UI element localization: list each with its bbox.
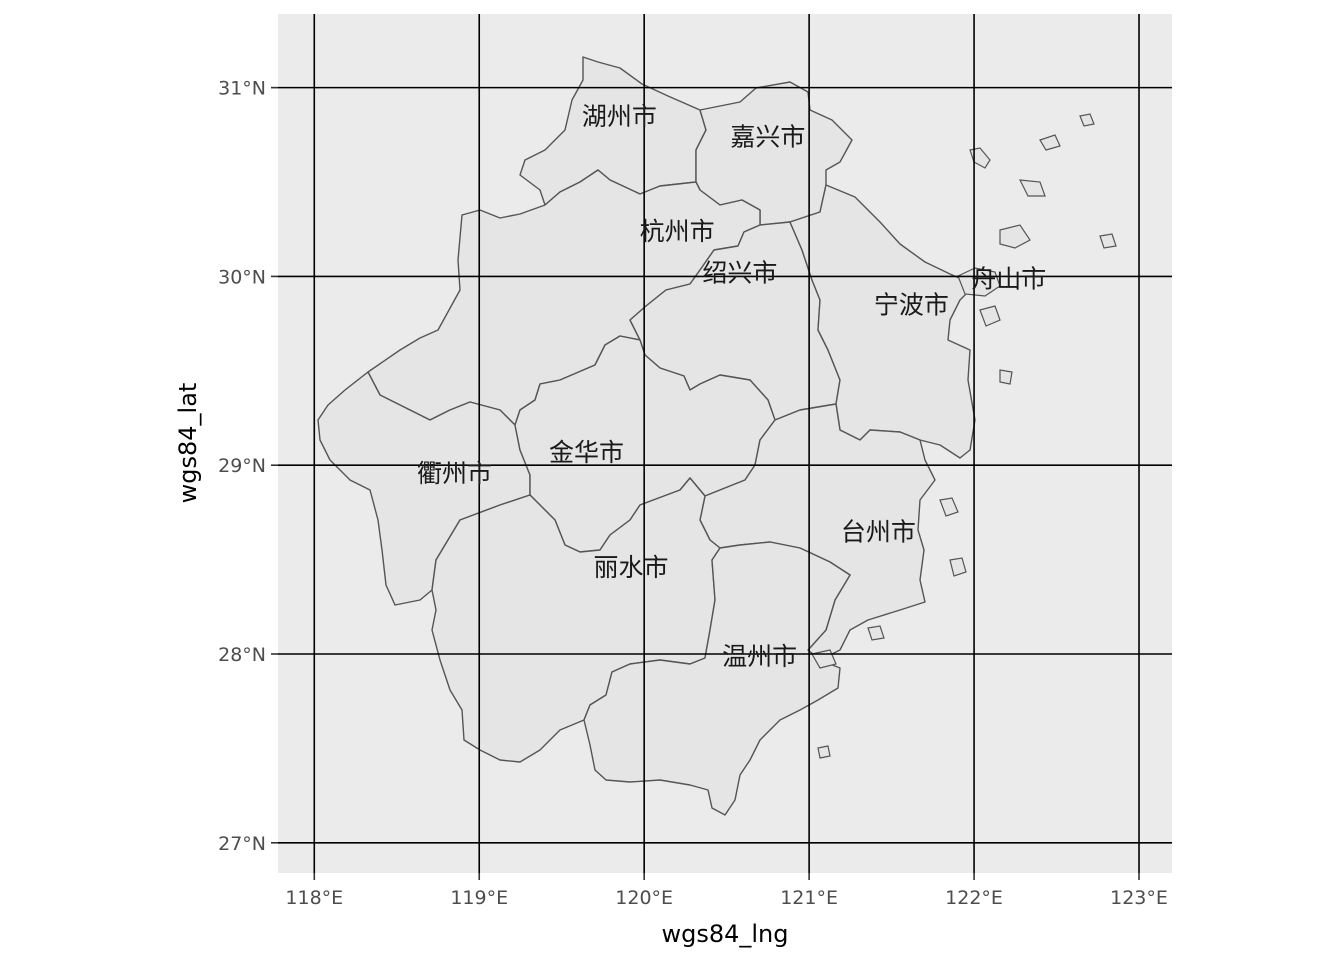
city-label: 杭州市	[640, 217, 715, 246]
city-label: 湖州市	[582, 102, 657, 131]
x-tick-label: 122°E	[945, 887, 1003, 909]
y-tick-label: 31°N	[218, 78, 266, 100]
region-ningbo	[789, 184, 976, 459]
x-tick-label: 121°E	[780, 887, 838, 909]
island-layer	[811, 113, 1117, 759]
x-tick-label: 123°E	[1110, 887, 1168, 909]
city-label: 温州市	[722, 642, 797, 671]
island-daishan	[999, 224, 1031, 249]
y-axis-title: wgs84_lat	[174, 383, 202, 504]
region-wenzhou	[583, 541, 851, 816]
island-east-chain	[1099, 233, 1117, 249]
y-tick-label: 27°N	[218, 833, 266, 855]
city-label: 嘉兴市	[730, 123, 805, 152]
city-label: 绍兴市	[702, 259, 777, 288]
island-zhoushan-main	[957, 267, 1001, 297]
city-label: 台州市	[841, 517, 916, 546]
island-nanji	[817, 745, 831, 759]
island-yuhuan	[867, 625, 885, 641]
city-label: 金华市	[549, 438, 624, 467]
y-tick-label: 30°N	[218, 266, 266, 288]
x-tick-label: 119°E	[450, 887, 508, 909]
region-layer	[317, 56, 976, 816]
island-taizhou-a	[939, 497, 959, 517]
island-taizhou-b	[949, 557, 967, 577]
city-label: 宁波市	[874, 291, 949, 320]
y-tick-label: 29°N	[218, 455, 266, 477]
island-east	[1018, 179, 1046, 197]
x-axis-title: wgs84_lng	[661, 920, 788, 948]
island-xiangshan	[999, 369, 1013, 385]
island-far-east	[1079, 113, 1095, 127]
x-tick-label: 120°E	[615, 887, 673, 909]
island-shengsi	[1039, 134, 1061, 151]
city-label: 丽水市	[593, 553, 668, 582]
graticule	[278, 14, 1172, 873]
city-label: 衢州市	[417, 459, 492, 488]
y-tick-label: 28°N	[218, 644, 266, 666]
city-label: 舟山市	[971, 264, 1046, 293]
x-tick-label: 118°E	[285, 887, 343, 909]
axes: 118°E 119°E 120°E 121°E 122°E 123°E 27°N 28°N 29…	[218, 78, 1168, 909]
island-liuheng	[979, 305, 1001, 327]
